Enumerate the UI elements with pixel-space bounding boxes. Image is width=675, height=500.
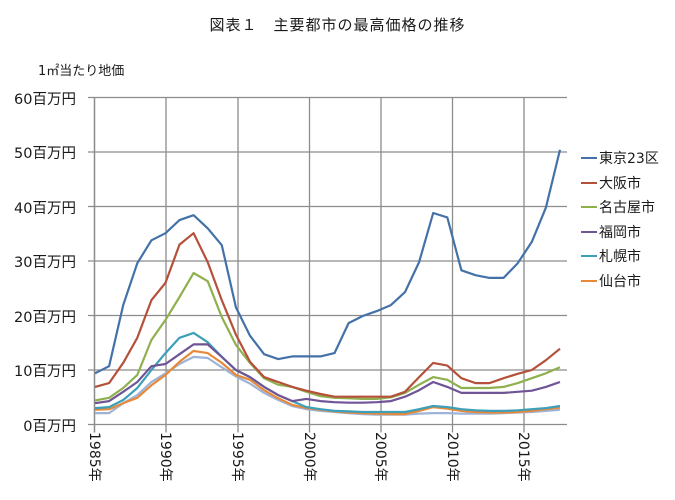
legend-label: 仙台市 [599, 273, 641, 290]
y-tick-label: 0百万円 [23, 418, 76, 435]
legend-label: 札幌市 [599, 249, 641, 266]
legend-label: 福岡市 [599, 224, 641, 241]
legend-item: 東京23区 [581, 146, 659, 171]
legend-item: 名古屋市 [581, 195, 659, 220]
legend-label: 名古屋市 [599, 200, 655, 217]
series-line [94, 271, 561, 402]
series-line [94, 232, 561, 398]
legend-swatch-icon [581, 279, 597, 282]
series-line [94, 331, 561, 414]
y-tick-label: 10百万円 [14, 364, 76, 380]
gridlines [88, 96, 567, 433]
y-axis-title: 1㎡当たり地価 [38, 64, 125, 79]
legend: 東京23区大阪市名古屋市福岡市札幌市仙台市 [581, 146, 659, 293]
legend-swatch-icon [581, 157, 597, 160]
series-line [94, 149, 562, 375]
y-tick-label: 30百万円 [14, 255, 76, 271]
y-tick-label: 50百万円 [14, 146, 76, 162]
legend-item: 札幌市 [581, 244, 659, 269]
legend-swatch-icon [581, 206, 597, 209]
legend-label: 大阪市 [599, 175, 641, 192]
legend-item: 大阪市 [581, 171, 659, 196]
y-tick-label: 20百万円 [14, 309, 76, 326]
y-tick-label: 40百万円 [14, 200, 76, 217]
data-lines [94, 149, 562, 416]
legend-label: 東京23区 [599, 151, 659, 168]
y-tick-label: 60百万円 [14, 91, 76, 108]
chart-title: 図表１ 主要都市の最高価格の推移 [209, 16, 466, 34]
series-line [95, 355, 561, 416]
legend-swatch-icon [581, 181, 597, 184]
legend-item: 福岡市 [581, 220, 659, 245]
legend-item: 仙台市 [581, 269, 659, 294]
legend-swatch-icon [581, 255, 597, 258]
series-line [94, 343, 561, 405]
legend-swatch-icon [581, 230, 597, 233]
